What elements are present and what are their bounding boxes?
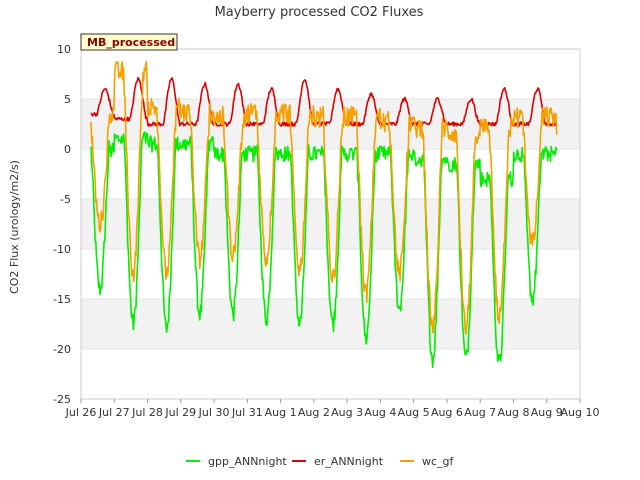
y-tick-label: 10	[57, 43, 71, 56]
legend: gpp_ANNnight er_ANNnight wc_gf	[186, 455, 455, 468]
x-tick-label: Jul 29	[164, 406, 196, 419]
y-tick-label: -20	[53, 343, 71, 356]
legend-label: er_ANNnight	[314, 455, 384, 468]
x-tick-label: Jul 31	[231, 406, 263, 419]
y-axis-ticks: 10 5 0 -5 -10 -15 -20 -25	[53, 43, 71, 406]
x-tick-label: Aug 2	[298, 406, 330, 419]
series-line-wc_gf	[90, 60, 558, 335]
x-tick-label: Aug 10	[561, 406, 600, 419]
series-layer	[90, 60, 558, 369]
x-tick-label: Aug 3	[331, 406, 363, 419]
x-tick-label: Aug 1	[265, 406, 297, 419]
x-tick-label: Aug 5	[398, 406, 430, 419]
x-tick-label: Jul 27	[98, 406, 130, 419]
background-band	[81, 49, 580, 99]
x-tick-label: Jul 26	[65, 406, 97, 419]
x-tick-label: Jul 28	[131, 406, 163, 419]
background-band	[81, 199, 580, 249]
x-tick-label: Aug 7	[464, 406, 496, 419]
y-tick-label: -15	[53, 293, 71, 306]
x-axis-ticks: Jul 26 Jul 27 Jul 28 Jul 29 Jul 30 Jul 31 Aug …	[65, 399, 600, 419]
x-tick-label: Aug 4	[364, 406, 396, 419]
background-band	[81, 349, 580, 399]
plot-frame	[80, 48, 581, 400]
legend-label: gpp_ANNnight	[208, 455, 287, 468]
background-band	[81, 149, 580, 199]
y-tick-label: 0	[64, 143, 71, 156]
badge: MB_processed	[80, 33, 178, 51]
y-axis-label: CO2 Flux (urology/m2/s)	[8, 160, 21, 294]
y-tick-label: -10	[53, 243, 71, 256]
legend-label: wc_gf	[422, 455, 455, 468]
y-tick-label: -5	[60, 193, 71, 206]
y-tick-label: 5	[64, 93, 71, 106]
badge-label: MB_processed	[87, 36, 175, 49]
x-tick-label: Jul 30	[198, 406, 230, 419]
x-tick-label: Aug 6	[431, 406, 463, 419]
x-tick-label: Aug 9	[531, 406, 563, 419]
x-tick-label: Aug 8	[497, 406, 529, 419]
y-tick-label: -25	[53, 393, 71, 406]
chart-title: Mayberry processed CO2 Fluxes	[215, 5, 424, 20]
